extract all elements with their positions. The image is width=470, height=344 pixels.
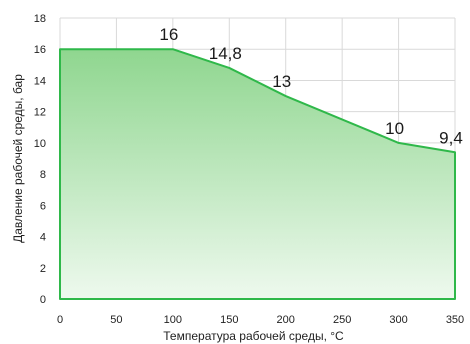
y-tick-label: 8: [40, 169, 46, 181]
x-axis-ticks: 0 50 100 150 200 250 300 350: [57, 314, 464, 326]
y-tick-label: 0: [40, 294, 46, 306]
y-tick-label: 16: [34, 44, 46, 56]
x-tick-label: 150: [220, 314, 238, 326]
y-tick-label: 18: [34, 13, 46, 25]
x-tick-label: 0: [57, 314, 63, 326]
pressure-area: [59, 48, 456, 300]
plot-area: [59, 48, 456, 300]
data-label: 10: [385, 119, 404, 138]
x-tick-label: 350: [446, 314, 464, 326]
data-label: 9,4: [439, 128, 463, 147]
data-label: 13: [272, 72, 291, 91]
data-labels: 16 14,8 13 10 9,4: [159, 25, 462, 147]
x-tick-label: 250: [333, 314, 351, 326]
y-tick-label: 14: [34, 75, 46, 87]
x-tick-label: 300: [389, 314, 407, 326]
y-tick-label: 12: [34, 107, 46, 119]
y-tick-label: 4: [40, 232, 46, 244]
y-axis-title: Давление рабочей среды, бар: [11, 74, 25, 243]
y-tick-label: 2: [40, 263, 46, 275]
y-axis-ticks: 0 2 4 6 8 10 12 14 16 18: [34, 13, 46, 306]
x-tick-label: 50: [110, 314, 122, 326]
x-axis-title: Температура рабочей среды, °С: [163, 329, 344, 343]
data-label: 16: [159, 25, 178, 44]
y-tick-label: 6: [40, 200, 46, 212]
y-tick-label: 10: [34, 138, 46, 150]
x-tick-label: 200: [277, 314, 295, 326]
x-tick-label: 100: [164, 314, 182, 326]
data-label: 14,8: [209, 44, 242, 63]
